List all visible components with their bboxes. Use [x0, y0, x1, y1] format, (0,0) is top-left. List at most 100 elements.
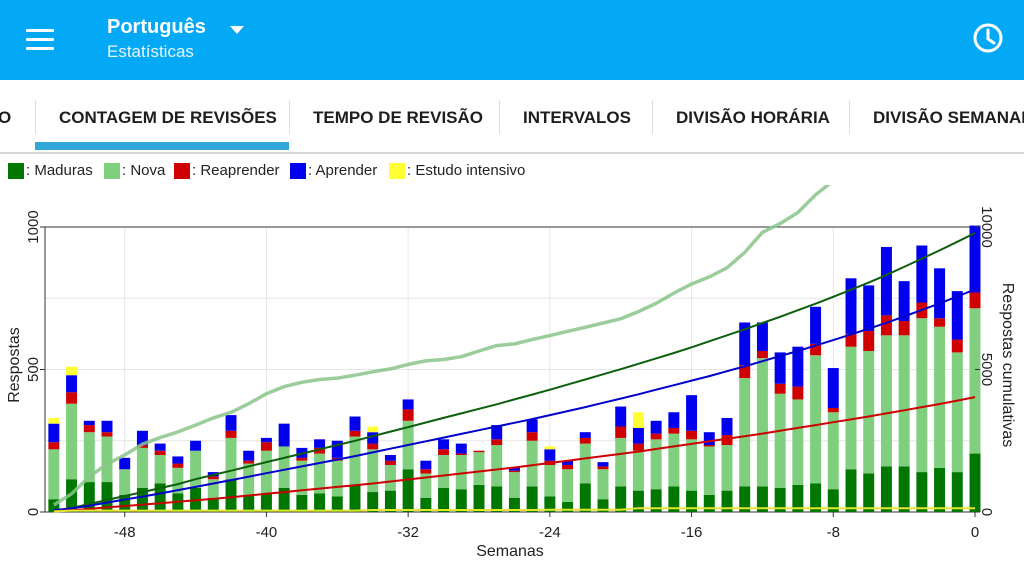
y2-tick-label: 5000: [978, 353, 995, 386]
bar-maduras: [314, 493, 326, 512]
bar-estudo-intensivo: [367, 426, 379, 433]
bar-nova: [739, 378, 751, 487]
bar-aprender: [969, 225, 981, 293]
bar-aprender: [863, 285, 875, 332]
bar-reaprender: [756, 350, 768, 359]
bar-reaprender: [172, 463, 184, 468]
bar-maduras: [243, 494, 255, 512]
bar-nova: [508, 472, 520, 498]
bar-nova: [650, 439, 662, 490]
tab-weekly[interactable]: DIVISÃO SEMANAL: [873, 108, 1024, 127]
bar-aprender: [934, 268, 946, 319]
bar-aprender: [455, 443, 467, 454]
bar-reaprender: [420, 469, 432, 474]
bar-reaprender: [863, 331, 875, 351]
bar-maduras: [420, 497, 432, 512]
bar-maduras: [101, 482, 113, 512]
bar-aprender: [686, 395, 698, 431]
bar-reaprender: [455, 453, 467, 455]
bar-nova: [597, 469, 609, 500]
tab-review-count[interactable]: CONTAGEM DE REVISÕES: [59, 108, 277, 127]
cumulative-line-aprender: [53, 288, 976, 512]
bar-reaprender: [526, 432, 538, 441]
bar-aprender: [668, 412, 680, 428]
bar-maduras: [579, 483, 591, 512]
bar-nova: [792, 399, 804, 485]
bar-nova: [207, 479, 219, 498]
bar-reaprender: [686, 430, 698, 440]
bar-reaprender: [48, 442, 60, 450]
clock-icon[interactable]: [968, 18, 1008, 58]
bar-nova: [544, 464, 556, 497]
bar-reaprender: [597, 466, 609, 470]
bar-maduras: [491, 486, 503, 512]
dropdown-arrow-icon[interactable]: [228, 24, 246, 36]
bar-maduras: [473, 484, 485, 512]
bar-maduras: [845, 469, 857, 512]
bar-maduras: [136, 487, 148, 512]
bar-reaprender: [668, 427, 680, 434]
bar-reaprender: [650, 433, 662, 440]
bar-maduras: [597, 499, 609, 512]
bar-nova: [384, 464, 396, 491]
bar-aprender: [810, 306, 822, 344]
cumulative-line-total: [52, 185, 831, 507]
bar-maduras: [880, 466, 892, 512]
bar-nova: [934, 326, 946, 468]
bar-maduras: [863, 473, 875, 512]
bar-maduras: [703, 494, 715, 512]
bar-maduras: [296, 494, 308, 512]
bar-reaprender: [562, 464, 574, 470]
bar-maduras: [898, 466, 910, 512]
bar-aprender: [756, 322, 768, 351]
bar-reaprender: [845, 333, 857, 347]
bar-aprender: [898, 281, 910, 322]
bar-reaprender: [83, 425, 95, 433]
page-subtitle: Estatísticas: [107, 42, 194, 61]
bar-aprender: [544, 449, 556, 461]
tab-divider: [35, 100, 36, 134]
bar-nova: [260, 450, 272, 494]
bar-reaprender: [384, 460, 396, 465]
bar-reaprender: [314, 447, 326, 454]
bar-nova: [810, 355, 822, 484]
bar-nova: [916, 318, 928, 473]
bar-nova: [845, 346, 857, 470]
tab-overview[interactable]: O: [0, 80, 11, 152]
bar-nova: [969, 308, 981, 454]
bar-reaprender: [473, 450, 485, 453]
cumulative-line-maduras: [53, 232, 976, 512]
bar-maduras: [526, 486, 538, 512]
deck-title[interactable]: Português: [107, 16, 206, 38]
bar-nova: [880, 335, 892, 467]
bar-nova: [827, 412, 839, 490]
bar-reaprender: [243, 460, 255, 464]
bar-reaprender: [880, 315, 892, 336]
bar-aprender: [154, 443, 166, 451]
tab-review-time[interactable]: TEMPO DE REVISÃO: [313, 108, 484, 127]
bar-nova: [562, 469, 574, 503]
bar-reaprender: [136, 445, 148, 448]
bar-nova: [66, 403, 78, 480]
bar-aprender: [349, 416, 361, 431]
bar-aprender: [650, 420, 662, 434]
bar-reaprender: [296, 457, 308, 461]
bar-estudo-intensivo: [632, 412, 644, 428]
bar-maduras: [650, 489, 662, 512]
legend-swatch: [104, 163, 120, 179]
bar-aprender: [136, 430, 148, 446]
bar-reaprender: [367, 443, 379, 450]
bar-aprender: [562, 460, 574, 465]
x-tick-label: -32: [397, 524, 419, 541]
bar-aprender: [278, 423, 290, 447]
bar-maduras: [827, 489, 839, 512]
y-tick-label: 500: [25, 357, 42, 382]
tab-hourly[interactable]: DIVISÃO HORÁRIA: [676, 108, 830, 127]
tab-intervals[interactable]: INTERVALOS: [523, 108, 631, 127]
menu-icon[interactable]: [22, 22, 58, 58]
y2-tick-label: 0: [978, 508, 995, 516]
tab-divider: [289, 100, 290, 134]
bar-nova: [136, 447, 148, 488]
bar-maduras: [349, 484, 361, 512]
bar-nova: [579, 443, 591, 484]
